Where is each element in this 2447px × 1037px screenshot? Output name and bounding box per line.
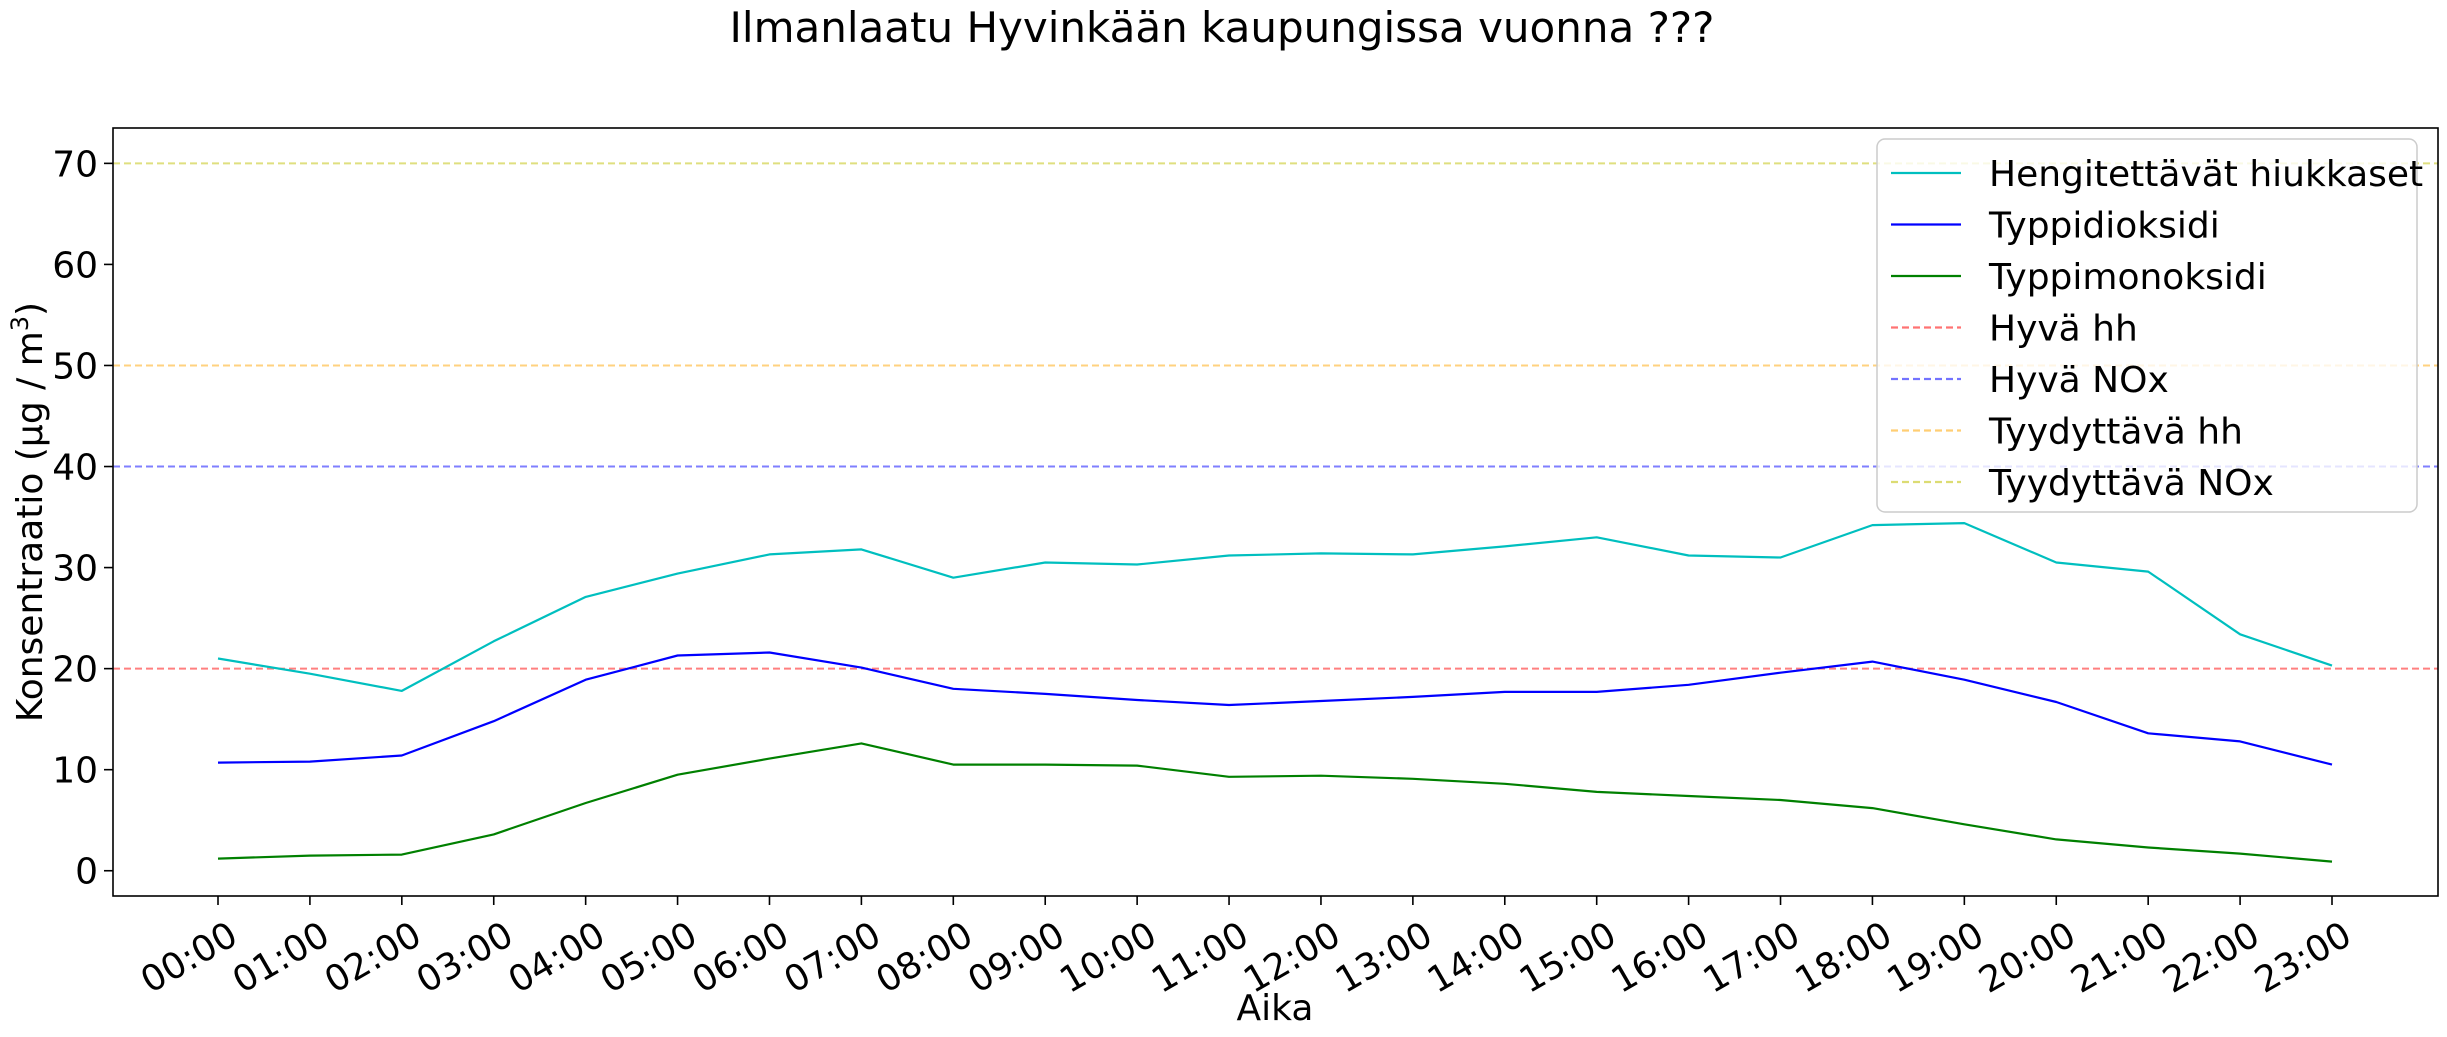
y-tick-label: 20: [52, 650, 98, 691]
y-tick-label: 40: [52, 448, 98, 489]
x-tick-label: 08:00: [869, 914, 979, 1001]
chart-title: Ilmanlaatu Hyvinkään kaupungissa vuonna …: [730, 3, 1715, 52]
legend-label: Typpimonoksidi: [1988, 257, 2267, 298]
y-tick-label: 60: [52, 245, 98, 286]
series-line-0: [217, 521, 2333, 693]
x-tick-label: 09:00: [961, 914, 1071, 1001]
y-tick-label: 0: [75, 852, 98, 893]
y-tick-label: 10: [52, 751, 98, 792]
x-tick-label: 20:00: [1972, 914, 2082, 1001]
y-axis-label-main: Konsentraatio (μg / m: [10, 331, 51, 722]
x-tick-label: 22:00: [2156, 914, 2266, 1001]
x-tick-label: 19:00: [1880, 914, 1990, 1001]
x-tick-label: 23:00: [2248, 914, 2358, 1001]
x-tick-label: 13:00: [1329, 914, 1439, 1001]
legend: Hengitettävät hiukkaset Typpidioksidi Typp…: [1876, 138, 2423, 513]
x-tick-label: 00:00: [134, 914, 244, 1001]
x-tick-label: 18:00: [1789, 914, 1899, 1001]
x-tick-label: 21:00: [2064, 914, 2174, 1001]
x-tick-label: 10:00: [1053, 914, 1163, 1001]
legend-label: Hyvä NOx: [1989, 360, 2169, 401]
x-tick-label: 14:00: [1421, 914, 1531, 1001]
x-tick-label: 15:00: [1513, 914, 1623, 1001]
y-axis-label: Konsentraatio (μg / m3): [6, 302, 51, 722]
x-tick-label: 03:00: [410, 914, 520, 1001]
y-axis-label-sup: 3: [6, 316, 34, 331]
x-tick-label: 06:00: [686, 914, 796, 1001]
plot-frame: [112, 127, 2439, 897]
legend-label: Typpidioksidi: [1988, 206, 2220, 247]
y-tick-label: 50: [52, 346, 98, 387]
y-tick-label: 30: [52, 549, 98, 590]
x-tick-label: 07:00: [778, 914, 888, 1001]
x-axis-label: Aika: [1237, 988, 1314, 1029]
series-line-1: [217, 651, 2333, 766]
x-axis: 00:0001:0002:0003:0004:0005:0006:0007:00…: [134, 896, 2359, 1002]
x-tick-label: 16:00: [1605, 914, 1715, 1001]
y-axis-label-close: ): [10, 302, 51, 316]
y-tick-label: 70: [52, 144, 98, 185]
y-axis: 0 10 20 30 40 50 60 70: [52, 144, 113, 893]
x-tick-label: 01:00: [226, 914, 336, 1001]
legend-label: Hyvä hh: [1989, 309, 2138, 350]
legend-label: Hengitettävät hiukkaset: [1989, 154, 2423, 195]
x-tick-label: 17:00: [1697, 914, 1807, 1001]
legend-frame: [1876, 138, 2418, 513]
legend-label: Tyydyttävä NOx: [1988, 463, 2274, 504]
series-lines: [217, 521, 2333, 863]
x-tick-label: 04:00: [502, 914, 612, 1001]
legend-label: Tyydyttävä hh: [1988, 412, 2243, 453]
series-line-2: [217, 742, 2333, 863]
x-tick-label: 02:00: [318, 914, 428, 1001]
x-tick-label: 05:00: [594, 914, 704, 1001]
